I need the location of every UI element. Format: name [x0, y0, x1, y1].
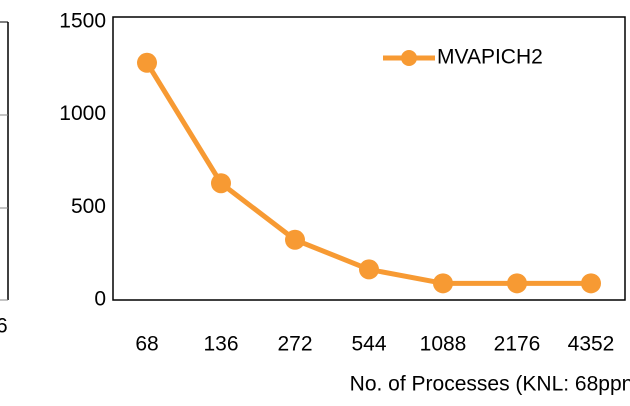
x-tick-label: 136 — [203, 333, 238, 356]
x-tick-label: 272 — [277, 333, 312, 356]
legend-marker — [401, 50, 417, 66]
legend-label: MVAPICH2 — [437, 46, 543, 69]
point — [581, 273, 601, 294]
point — [211, 173, 231, 194]
x-tick-label: 4352 — [568, 333, 615, 356]
x-tick-label: 544 — [351, 333, 386, 356]
x-tick-label: 68 — [135, 333, 158, 356]
series-line — [144, 61, 591, 286]
point — [285, 229, 305, 250]
x-tick-label: 2176 — [494, 333, 541, 356]
point — [507, 273, 527, 294]
y-tick-label: 0 — [94, 288, 106, 311]
point — [359, 259, 379, 280]
left-fragment: 6 — [0, 21, 9, 338]
y-tick-label: 1000 — [59, 102, 106, 125]
point — [433, 273, 453, 294]
fragment-label: 6 — [0, 315, 8, 338]
y-tick-label: 1500 — [59, 10, 106, 33]
point — [137, 52, 157, 73]
y-tick-label: 500 — [71, 195, 106, 218]
x-tick-label: 1088 — [420, 333, 467, 356]
plot-border — [112, 16, 626, 301]
x-axis-label: No. of Processes (KNL: 68ppn) — [350, 373, 630, 396]
